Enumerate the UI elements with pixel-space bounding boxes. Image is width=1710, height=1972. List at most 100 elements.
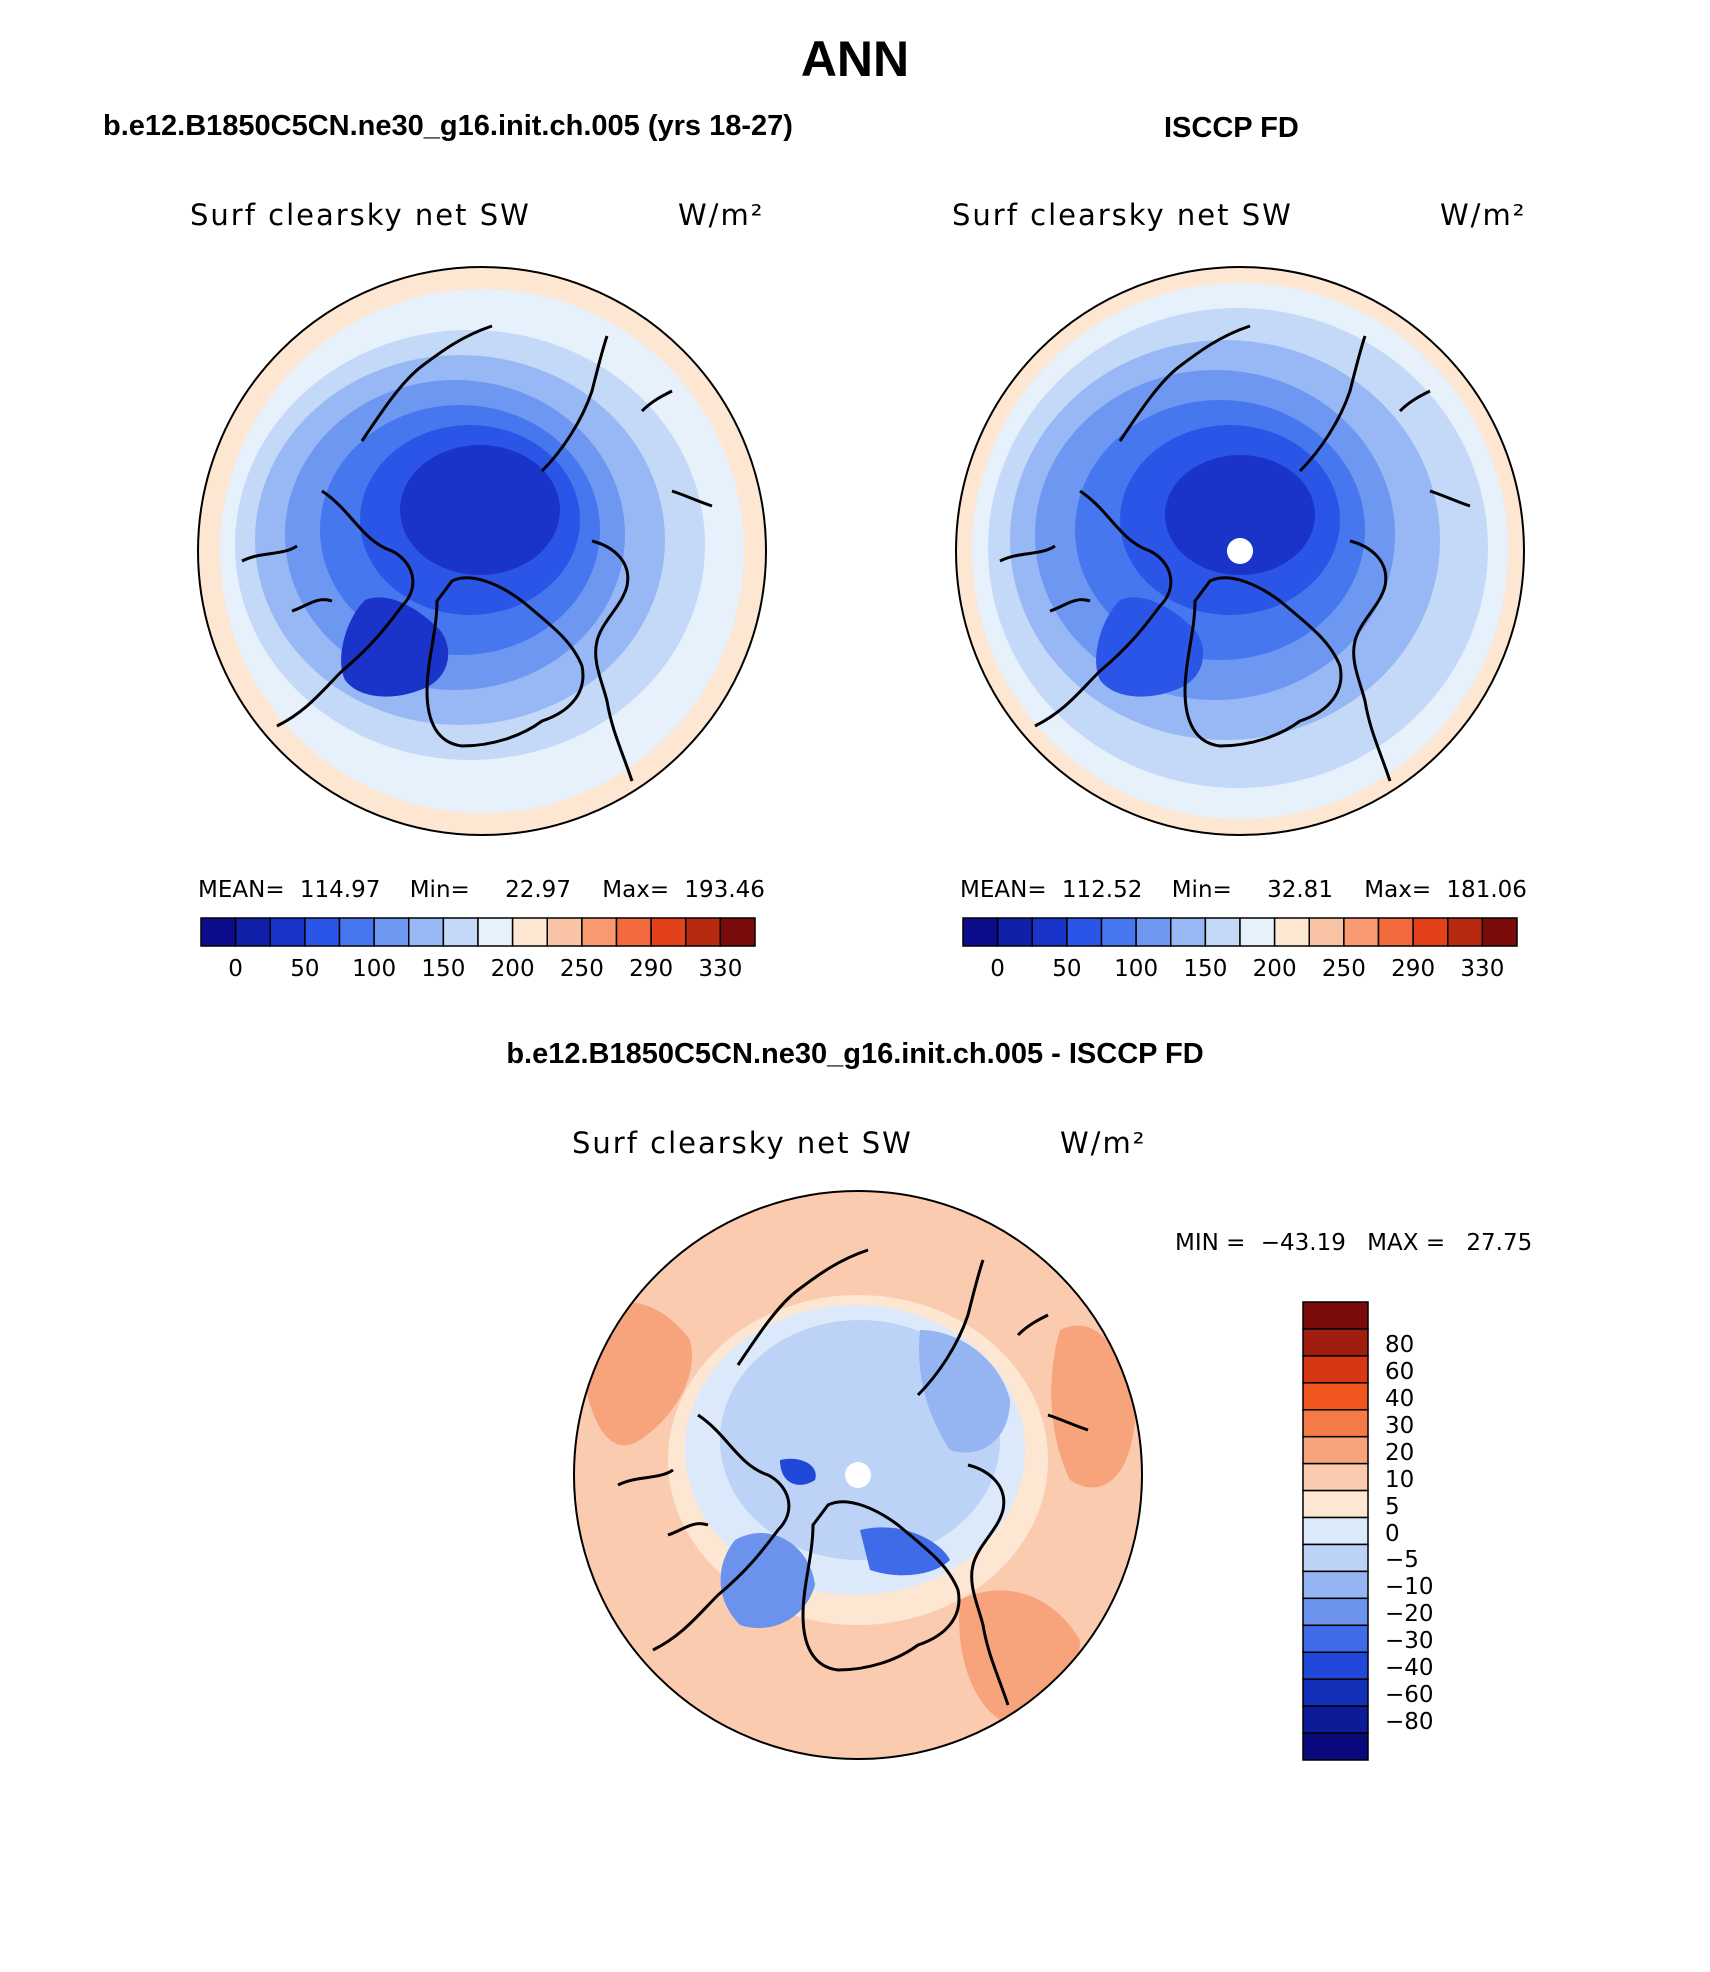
colorbar-tick-label: 250 — [1321, 956, 1366, 982]
colorbar-tick-label: 290 — [629, 956, 674, 982]
colorbar-swatch — [1302, 1624, 1369, 1653]
colorbar-swatch — [1377, 917, 1414, 947]
colorbar-swatch — [1302, 1732, 1369, 1761]
obs-variable-label: Surf clearsky net SW — [952, 198, 1293, 232]
colorbar-swatch — [581, 917, 618, 947]
colorbar-swatch — [511, 917, 548, 947]
model-stats: MEAN= 114.97 Min= 22.97 Max= 193.46 — [198, 877, 765, 903]
colorbar-tick-label: 50 — [290, 956, 320, 982]
diff-max-value: 27.75 — [1466, 1230, 1533, 1256]
min-value: 22.97 — [505, 877, 571, 903]
model-units-label: W/m² — [678, 198, 765, 232]
colorbar-tick-label: 0 — [228, 956, 243, 982]
colorbar-swatch — [1302, 1651, 1369, 1680]
missing-pole-marker — [1227, 538, 1253, 564]
colorbar-swatch — [1412, 917, 1449, 947]
colorbar-swatch — [1447, 917, 1484, 947]
colorbar-tick-label: 200 — [1252, 956, 1297, 982]
min-label: Min= — [1171, 877, 1232, 903]
colorbar-swatch — [200, 917, 237, 947]
colorbar-swatch — [615, 917, 652, 947]
obs-stats: MEAN= 112.52 Min= 32.81 Max= 181.06 — [960, 877, 1527, 903]
diff-case-title: b.e12.B1850C5CN.ne30_g16.init.ch.005 - I… — [506, 1038, 1204, 1070]
diff-min-label: MIN = — [1175, 1230, 1246, 1256]
colorbar-swatch — [1273, 917, 1310, 947]
colorbar-swatch — [1302, 1543, 1369, 1573]
model-case-title: b.e12.B1850C5CN.ne30_g16.init.ch.005 (yr… — [103, 110, 793, 142]
mean-value: 112.52 — [1061, 877, 1143, 903]
colorbar-swatch — [1302, 1516, 1369, 1546]
colorbar-swatch — [1343, 917, 1380, 947]
colorbar-swatch — [962, 917, 999, 947]
colorbar-tick-label: 290 — [1391, 956, 1436, 982]
diff-units-label: W/m² — [1060, 1126, 1147, 1160]
colorbar-swatch — [1302, 1301, 1369, 1330]
colorbar-swatch — [338, 917, 375, 947]
colorbar-swatch — [1204, 917, 1241, 947]
diff-colorbar — [1302, 1301, 1369, 1761]
diff-polar-map — [573, 1190, 1143, 1760]
mean-label: MEAN= — [960, 877, 1047, 903]
colorbar-swatch — [304, 917, 341, 947]
colorbar-swatch — [1170, 917, 1207, 947]
mean-value: 114.97 — [299, 877, 381, 903]
obs-case-title: ISCCP FD — [1164, 112, 1299, 144]
colorbar-tick-label: 100 — [352, 956, 397, 982]
colorbar-swatch — [1302, 1597, 1369, 1627]
max-label: Max= — [1364, 877, 1432, 903]
min-label: Min= — [409, 877, 470, 903]
colorbar-swatch — [1066, 917, 1103, 947]
model-variable-label: Surf clearsky net SW — [190, 198, 531, 232]
obs-colorbar — [962, 917, 1518, 947]
max-value: 181.06 — [1446, 877, 1527, 903]
colorbar-swatch — [1302, 1678, 1369, 1707]
missing-pole-marker — [845, 1462, 871, 1488]
diff-min-value: −43.19 — [1260, 1230, 1346, 1256]
colorbar-tick-label: 330 — [698, 956, 743, 982]
colorbar-tick-label: 250 — [559, 956, 604, 982]
diff-max-label: MAX = — [1367, 1230, 1446, 1256]
colorbar-swatch — [685, 917, 722, 947]
colorbar-swatch — [1302, 1570, 1369, 1600]
colorbar-swatch — [442, 917, 479, 947]
colorbar-swatch — [408, 917, 445, 947]
colorbar-swatch — [1481, 917, 1518, 947]
min-value: 32.81 — [1267, 877, 1333, 903]
colorbar-swatch — [373, 917, 410, 947]
colorbar-swatch — [1302, 1705, 1369, 1734]
diff-variable-label: Surf clearsky net SW — [572, 1126, 913, 1160]
colorbar-swatch — [996, 917, 1033, 947]
main-title: ANN — [800, 31, 910, 87]
colorbar-swatch — [719, 917, 756, 947]
colorbar-swatch — [477, 917, 514, 947]
colorbar-swatch — [1302, 1409, 1369, 1438]
colorbar-swatch — [234, 917, 271, 947]
colorbar-swatch — [1031, 917, 1068, 947]
colorbar-swatch — [1302, 1382, 1369, 1411]
colorbar-swatch — [269, 917, 306, 947]
colorbar-swatch — [1135, 917, 1172, 947]
model-polar-map — [197, 266, 767, 836]
colorbar-swatch — [1302, 1355, 1369, 1384]
colorbar-tick-label: 200 — [490, 956, 535, 982]
colorbar-tick-label: 150 — [421, 956, 466, 982]
colorbar-swatch — [1302, 1328, 1369, 1357]
max-value: 193.46 — [684, 877, 765, 903]
colorbar-tick-label: 0 — [990, 956, 1005, 982]
colorbar-swatch — [1302, 1435, 1369, 1465]
obs-polar-map — [955, 266, 1525, 836]
colorbar-swatch — [650, 917, 687, 947]
colorbar-swatch — [1239, 917, 1276, 947]
model-colorbar — [200, 917, 756, 947]
obs-units-label: W/m² — [1440, 198, 1527, 232]
colorbar-tick-label: 150 — [1183, 956, 1228, 982]
colorbar-tick-label: 50 — [1052, 956, 1082, 982]
mean-label: MEAN= — [198, 877, 285, 903]
colorbar-swatch — [1308, 917, 1345, 947]
diff-min-max: MIN = −43.19 MAX = 27.75 — [1175, 1230, 1532, 1256]
colorbar-swatch — [1302, 1462, 1369, 1492]
max-label: Max= — [602, 877, 670, 903]
colorbar-swatch — [1302, 1489, 1369, 1519]
colorbar-swatch — [1100, 917, 1137, 947]
